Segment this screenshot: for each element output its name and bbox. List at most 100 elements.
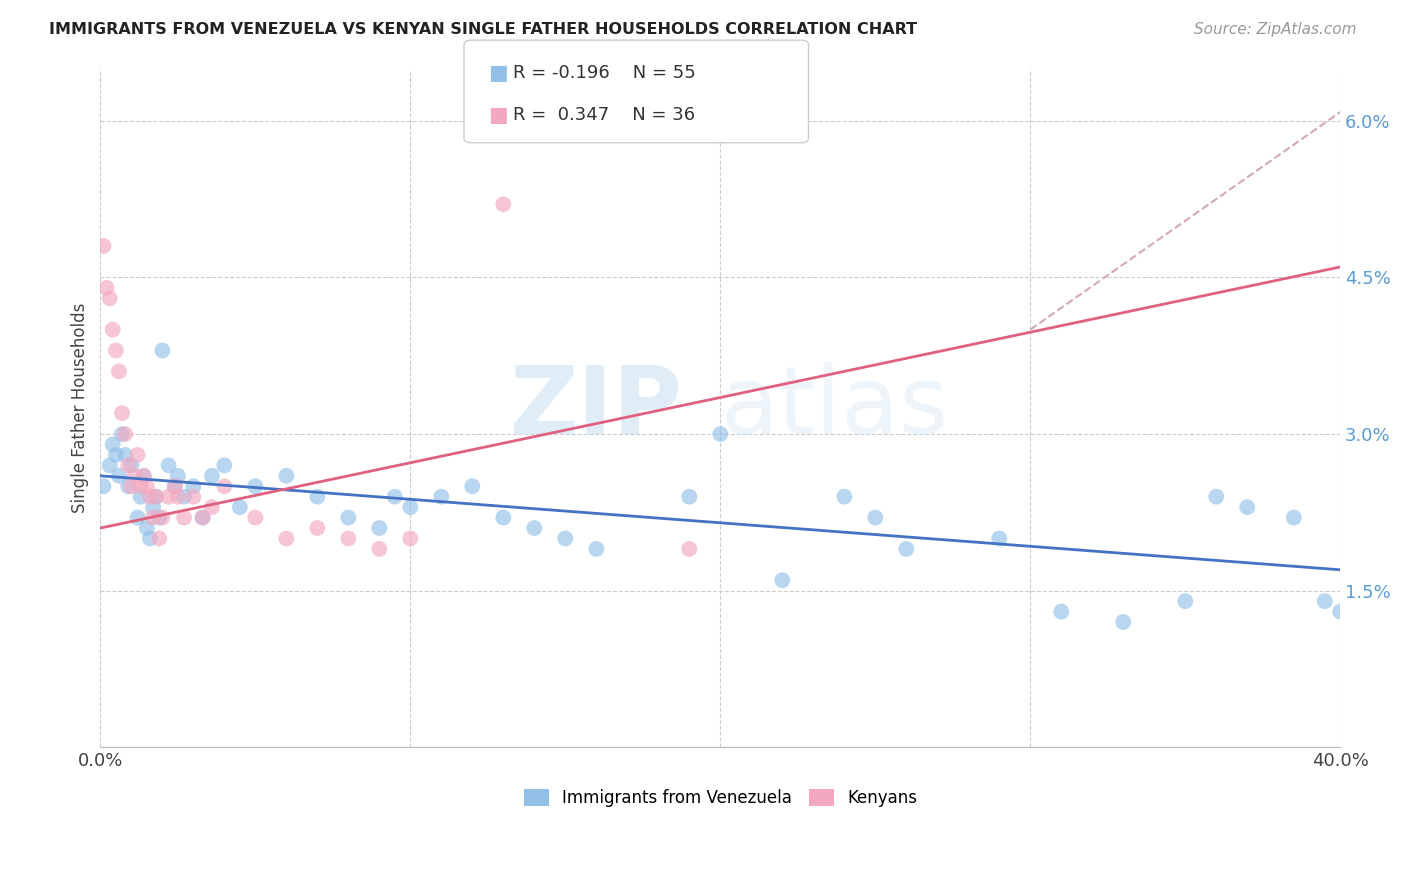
Text: Source: ZipAtlas.com: Source: ZipAtlas.com xyxy=(1194,22,1357,37)
Point xyxy=(129,479,152,493)
Text: R =  0.347    N = 36: R = 0.347 N = 36 xyxy=(513,106,696,124)
Point xyxy=(1205,490,1227,504)
Point xyxy=(492,197,515,211)
Point xyxy=(461,479,484,493)
Point xyxy=(101,323,124,337)
Point xyxy=(98,291,121,305)
Point xyxy=(157,458,180,473)
Point xyxy=(142,510,165,524)
Text: atlas: atlas xyxy=(720,362,949,454)
Point xyxy=(201,500,224,515)
Text: R = -0.196    N = 55: R = -0.196 N = 55 xyxy=(513,63,696,82)
Point xyxy=(1050,605,1073,619)
Point xyxy=(245,510,267,524)
Point xyxy=(111,427,134,442)
Point xyxy=(166,490,188,504)
Point xyxy=(1174,594,1197,608)
Point xyxy=(127,510,149,524)
Point xyxy=(337,532,360,546)
Point xyxy=(214,458,236,473)
Point xyxy=(101,437,124,451)
Point xyxy=(191,510,214,524)
Point xyxy=(988,532,1011,546)
Point xyxy=(132,468,155,483)
Point xyxy=(896,541,918,556)
Point xyxy=(93,479,115,493)
Point xyxy=(1282,510,1305,524)
Point xyxy=(104,343,127,358)
Point xyxy=(117,479,139,493)
Point xyxy=(368,521,391,535)
Point xyxy=(384,490,406,504)
Point xyxy=(399,532,422,546)
Point xyxy=(585,541,607,556)
Point xyxy=(108,468,131,483)
Point xyxy=(1236,500,1258,515)
Point xyxy=(114,448,136,462)
Point xyxy=(120,479,142,493)
Point xyxy=(245,479,267,493)
Point xyxy=(492,510,515,524)
Point xyxy=(104,448,127,462)
Point xyxy=(368,541,391,556)
Point xyxy=(191,510,214,524)
Point xyxy=(166,468,188,483)
Point xyxy=(96,281,118,295)
Point xyxy=(307,521,329,535)
Point xyxy=(678,541,700,556)
Point xyxy=(1313,594,1336,608)
Point xyxy=(120,458,142,473)
Text: ■: ■ xyxy=(488,105,508,125)
Point xyxy=(139,490,162,504)
Y-axis label: Single Father Households: Single Father Households xyxy=(72,302,89,513)
Point xyxy=(111,406,134,420)
Point xyxy=(124,468,146,483)
Point xyxy=(108,364,131,378)
Point xyxy=(148,510,170,524)
Point xyxy=(142,500,165,515)
Point xyxy=(399,500,422,515)
Point xyxy=(98,458,121,473)
Point xyxy=(145,490,167,504)
Point xyxy=(148,532,170,546)
Point xyxy=(114,427,136,442)
Point xyxy=(163,479,186,493)
Point xyxy=(554,532,576,546)
Point xyxy=(1112,615,1135,629)
Point xyxy=(229,500,252,515)
Point xyxy=(214,479,236,493)
Point xyxy=(93,239,115,253)
Point xyxy=(832,490,855,504)
Point xyxy=(1329,605,1351,619)
Point xyxy=(865,510,887,524)
Point xyxy=(307,490,329,504)
Point xyxy=(183,479,205,493)
Point xyxy=(163,479,186,493)
Point xyxy=(157,490,180,504)
Point xyxy=(129,490,152,504)
Point xyxy=(337,510,360,524)
Text: IMMIGRANTS FROM VENEZUELA VS KENYAN SINGLE FATHER HOUSEHOLDS CORRELATION CHART: IMMIGRANTS FROM VENEZUELA VS KENYAN SING… xyxy=(49,22,917,37)
Point xyxy=(127,448,149,462)
Legend: Immigrants from Venezuela, Kenyans: Immigrants from Venezuela, Kenyans xyxy=(517,782,924,814)
Point xyxy=(276,532,298,546)
Point xyxy=(150,510,173,524)
Point xyxy=(201,468,224,483)
Point xyxy=(117,458,139,473)
Text: ZIP: ZIP xyxy=(510,362,683,454)
Point xyxy=(135,479,157,493)
Point xyxy=(145,490,167,504)
Point xyxy=(150,343,173,358)
Point xyxy=(183,490,205,504)
Point xyxy=(173,510,195,524)
Point xyxy=(430,490,453,504)
Point xyxy=(523,521,546,535)
Point xyxy=(678,490,700,504)
Point xyxy=(173,490,195,504)
Point xyxy=(132,468,155,483)
Text: ■: ■ xyxy=(488,62,508,83)
Point xyxy=(709,427,731,442)
Point xyxy=(276,468,298,483)
Point xyxy=(770,574,793,588)
Point xyxy=(135,521,157,535)
